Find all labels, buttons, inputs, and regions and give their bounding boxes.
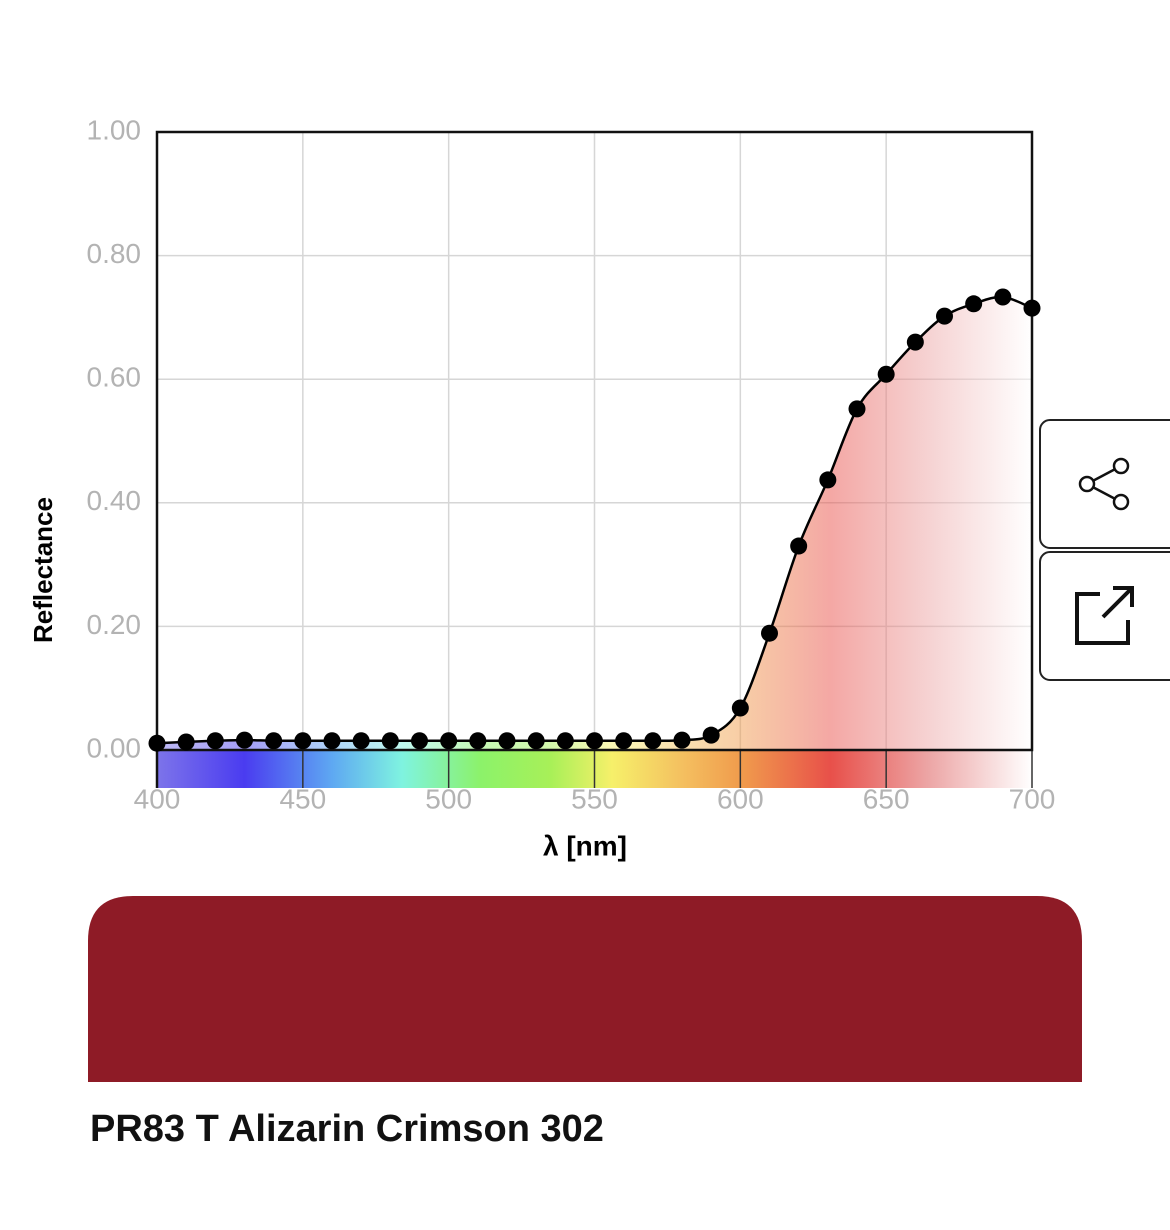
data-point xyxy=(936,307,953,325)
y-tick-label: 0.00 xyxy=(87,732,142,763)
data-point xyxy=(177,733,195,751)
share-icon xyxy=(1078,457,1130,511)
y-axis-label: Reflectance xyxy=(28,497,58,643)
data-point xyxy=(411,732,428,750)
plot-frame xyxy=(155,130,1034,752)
open-button[interactable] xyxy=(1039,551,1170,681)
button-frame xyxy=(1039,419,1170,549)
data-point xyxy=(761,624,778,642)
share-button[interactable] xyxy=(1039,419,1170,549)
data-point xyxy=(615,732,633,750)
data-point xyxy=(527,732,545,750)
data-point xyxy=(265,732,283,750)
x-axis-label: λ [nm] xyxy=(543,830,627,861)
data-point xyxy=(352,732,370,750)
y-tick-label: 0.80 xyxy=(87,238,142,269)
data-point xyxy=(381,732,399,750)
open-icon xyxy=(1075,586,1134,645)
x-tick-label: 500 xyxy=(425,783,472,814)
data-point xyxy=(206,732,224,750)
x-tick-label: 700 xyxy=(1009,783,1056,814)
data-point xyxy=(586,732,603,750)
y-tick-label: 0.20 xyxy=(87,609,142,640)
data-point xyxy=(673,731,691,749)
data-point xyxy=(469,732,487,750)
x-tick-label: 450 xyxy=(279,783,326,814)
x-tick-label: 550 xyxy=(571,783,618,814)
x-tick-label: 650 xyxy=(863,783,910,814)
data-point xyxy=(644,732,662,750)
y-tick-label: 0.40 xyxy=(87,485,142,516)
data-point xyxy=(556,732,574,750)
data-point xyxy=(848,400,866,418)
data-point xyxy=(731,699,749,717)
data-point xyxy=(994,288,1012,306)
data-point xyxy=(819,471,837,489)
color-swatch xyxy=(88,896,1082,1082)
data-point xyxy=(790,537,808,555)
x-tick-label: 400 xyxy=(134,783,181,814)
data-point xyxy=(1023,299,1041,317)
paint-name: PR83 T Alizarin Crimson 302 xyxy=(90,1108,604,1150)
data-point xyxy=(148,734,166,752)
data-point xyxy=(702,726,720,744)
data-point xyxy=(440,732,458,750)
area-fill xyxy=(157,296,1032,750)
data-point xyxy=(498,732,516,750)
data-point xyxy=(236,731,253,749)
y-tick-label: 0.60 xyxy=(87,362,142,393)
data-point xyxy=(877,365,895,383)
data-point xyxy=(906,333,924,351)
x-tick-label: 600 xyxy=(717,783,764,814)
data-point xyxy=(323,732,341,750)
data-point xyxy=(965,295,983,313)
data-point xyxy=(294,732,312,750)
y-tick-label: 1.00 xyxy=(87,114,142,145)
